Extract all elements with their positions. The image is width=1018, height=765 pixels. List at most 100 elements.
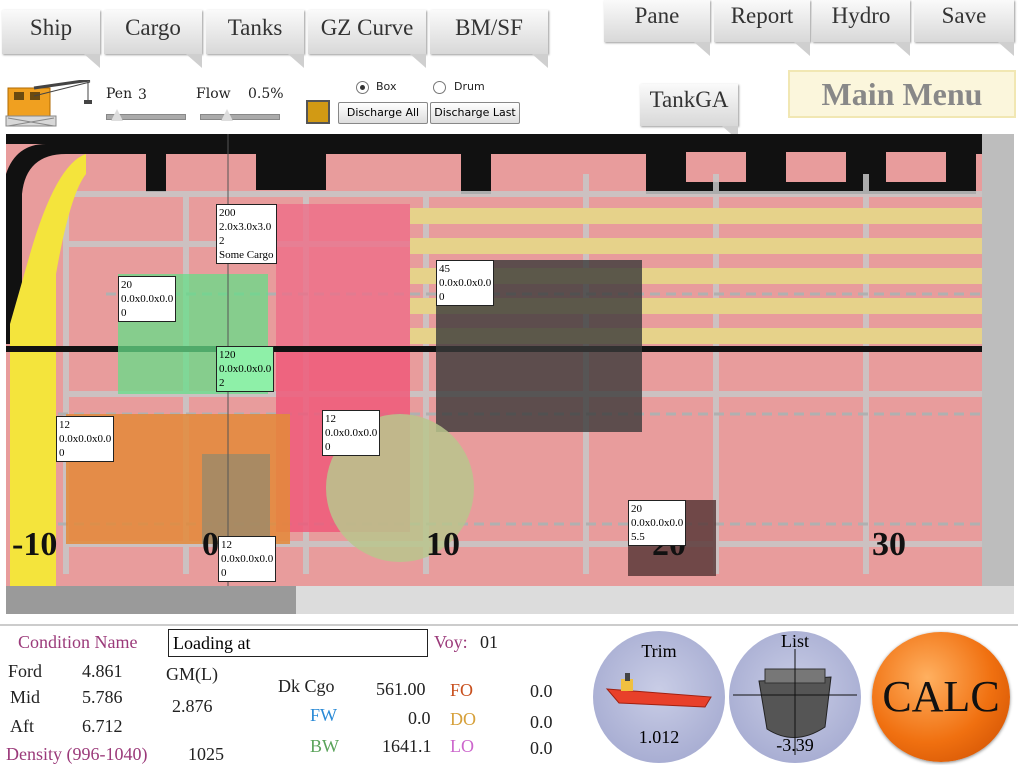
flow-label: Flow — [196, 86, 231, 102]
condition-name-input[interactable]: Loading at — [168, 629, 428, 657]
tab-tanks-label: Tanks — [227, 15, 283, 40]
pen-slider[interactable] — [106, 109, 186, 121]
cargo-tag-count: 0 — [59, 447, 65, 459]
cargo-tag-count: 0 — [221, 567, 227, 579]
tab-hydro[interactable]: Hydro — [812, 0, 910, 56]
plan-bottom-left-strip — [6, 586, 296, 614]
flow-value: 0.5% — [248, 86, 284, 102]
flow-slider-thumb[interactable] — [221, 109, 233, 121]
fw-label: FW — [310, 705, 337, 725]
box-radio[interactable] — [356, 81, 369, 94]
deck-plan-canvas[interactable]: -10 0 10 20 30 200 2.0x3.0x3.0 2 Some Ca… — [6, 134, 982, 586]
cargo-tag-name: Some Cargo — [219, 249, 274, 261]
dk-cgo-label: Dk Cgo — [278, 676, 335, 696]
tab-pane[interactable]: Pane — [604, 0, 710, 56]
ship-front-icon — [733, 649, 857, 755]
ship-side-icon — [605, 673, 712, 708]
lo-value: 0.0 — [530, 738, 553, 758]
cargo-tag-count: 0 — [121, 307, 127, 319]
mid-label: Mid — [10, 687, 41, 707]
cargo-tag-dims: 0.0x0.0x0.0 — [121, 293, 174, 305]
list-gauge: List -3.39 — [729, 631, 861, 763]
list-value: -3.39 — [776, 735, 814, 755]
voy-label: Voy: — [434, 632, 468, 652]
cargo-tag-dims: 0.0x0.0x0.0 — [221, 553, 274, 565]
gm-label: GM(L) — [166, 664, 218, 684]
cargo-tag-weight: 200 — [219, 207, 236, 219]
pen-value: 3 — [138, 87, 147, 103]
cargo-tag-weight: 12 — [325, 413, 336, 425]
cargo-tag[interactable]: 12 0.0x0.0x0.0 0 — [218, 536, 277, 582]
cargo-tag-count: 0 — [439, 291, 445, 303]
calc-label: CALC — [882, 672, 1000, 721]
calc-button[interactable]: CALC — [872, 632, 1010, 762]
cargo-tag[interactable]: 45 0.0x0.0x0.0 0 — [436, 260, 495, 306]
pen-label: Pen — [106, 86, 133, 102]
cargo-tag-dims: 0.0x0.0x0.0 — [325, 427, 378, 439]
cargo-tag[interactable]: 120 0.0x0.0x0.0 2 — [216, 346, 275, 392]
mid-value: 5.786 — [82, 687, 123, 707]
discharge-all-button[interactable]: Discharge All — [338, 102, 428, 124]
cargo-tag-dims: 0.0x0.0x0.0 — [439, 277, 492, 289]
fo-label: FO — [450, 680, 474, 700]
tab-pane-label: Pane — [634, 3, 680, 28]
condition-name-label: Condition Name — [18, 632, 138, 652]
density-value[interactable]: 1025 — [188, 744, 224, 764]
color-swatch[interactable] — [306, 100, 330, 124]
axis-label: -10 — [12, 526, 58, 563]
cargo-tag-count: 2 — [219, 235, 225, 247]
gm-value: 2.876 — [172, 696, 213, 716]
cargo-tag-count: 0 — [325, 441, 331, 453]
cargo-tag[interactable]: 12 0.0x0.0x0.0 0 — [56, 416, 115, 462]
cargo-tag-dims: 0.0x0.0x0.0 — [59, 433, 112, 445]
axis-label: 30 — [872, 526, 906, 563]
do-label: DO — [450, 709, 476, 729]
cargo-tag-dims: 2.0x3.0x3.0 — [219, 221, 272, 233]
tab-gz-curve-label: GZ Curve — [320, 15, 414, 40]
bw-label: BW — [310, 736, 339, 756]
cargo-tag[interactable]: 200 2.0x3.0x3.0 2 Some Cargo — [216, 204, 277, 264]
cargo-tag-weight: 120 — [219, 349, 236, 361]
cargo-tag[interactable]: 20 0.0x0.0x0.0 5.5 — [628, 500, 687, 546]
tab-save-label: Save — [941, 3, 987, 28]
tab-gz-curve[interactable]: GZ Curve — [308, 10, 426, 68]
cargo-tag-count: 5.5 — [631, 531, 645, 543]
cargo-tag[interactable]: 20 0.0x0.0x0.0 0 — [118, 276, 177, 322]
cargo-tag[interactable]: 12 0.0x0.0x0.0 0 — [322, 410, 381, 456]
tab-bm-sf[interactable]: BM/SF — [430, 10, 548, 68]
cargo-tag-weight: 12 — [221, 539, 232, 551]
lo-label: LO — [450, 736, 474, 756]
tab-bm-sf-label: BM/SF — [455, 15, 523, 40]
ford-value: 4.861 — [82, 661, 123, 681]
tab-report-label: Report — [730, 3, 794, 28]
fw-value: 0.0 — [408, 708, 431, 728]
crane-icon — [4, 78, 94, 128]
tab-save[interactable]: Save — [914, 0, 1014, 56]
tab-tank-ga[interactable]: TankGA — [640, 84, 738, 140]
discharge-last-button[interactable]: Discharge Last — [430, 102, 520, 124]
condition-name-value: Loading at — [173, 633, 251, 653]
pen-slider-thumb[interactable] — [111, 109, 123, 121]
do-value: 0.0 — [530, 712, 553, 732]
drum-radio[interactable] — [433, 81, 446, 94]
main-menu-button[interactable]: Main Menu — [788, 70, 1016, 118]
drum-radio-label: Drum — [454, 80, 485, 93]
aft-label: Aft — [10, 716, 34, 736]
dk-cgo-value: 561.00 — [376, 679, 426, 699]
flow-slider[interactable] — [200, 109, 280, 121]
plan-right-margin — [982, 134, 1014, 586]
cargo-tag-weight: 12 — [59, 419, 70, 431]
cargo-tag-dims: 0.0x0.0x0.0 — [631, 517, 684, 529]
fo-value: 0.0 — [530, 681, 553, 701]
tab-cargo[interactable]: Cargo — [104, 10, 202, 68]
cargo-tag-dims: 0.0x0.0x0.0 — [219, 363, 272, 375]
cargo-tag-weight: 20 — [121, 279, 132, 291]
trim-gauge: Trim 1.012 — [593, 631, 725, 763]
tab-report[interactable]: Report — [714, 0, 810, 56]
tab-tanks[interactable]: Tanks — [206, 10, 304, 68]
tab-ship[interactable]: Ship — [2, 10, 100, 68]
trim-label: Trim — [641, 641, 677, 661]
cargo-tag-weight: 20 — [631, 503, 642, 515]
voy-value[interactable]: 01 — [480, 632, 498, 652]
aft-value: 6.712 — [82, 716, 123, 736]
